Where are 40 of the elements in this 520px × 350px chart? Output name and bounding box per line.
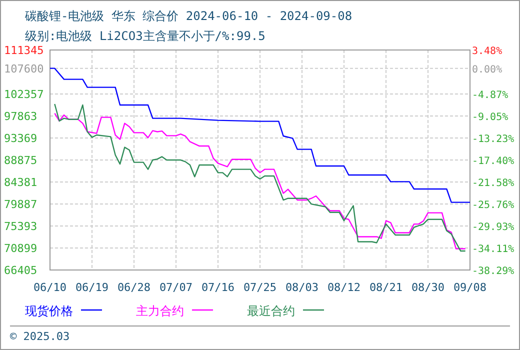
y2-tick-label: 3.48% xyxy=(472,46,502,57)
x-tick-label: 06/10 xyxy=(33,281,67,294)
chart-title: 碳酸锂-电池级 华东 综合价 2024-06-10 - 2024-09-08 xyxy=(24,9,352,23)
x-tick-label: 07/25 xyxy=(243,281,277,294)
chart-subtitle: 级别:电池级 Li2CO3主含量不小于/%:99.5 xyxy=(25,29,266,43)
x-tick-label: 08/30 xyxy=(411,281,445,294)
x-tick-label: 07/07 xyxy=(159,281,193,294)
x-tick-label: 08/03 xyxy=(285,281,319,294)
y2-tick-label: -38.29% xyxy=(472,266,514,277)
y-tick-label: 79887 xyxy=(4,198,38,211)
y-tick-label: 75393 xyxy=(4,220,38,233)
text: © 2025.03 xyxy=(10,330,70,343)
y2-tick-label: -25.76% xyxy=(472,200,514,212)
y-tick-label: 97863 xyxy=(4,110,38,123)
y2-tick-label: -4.87% xyxy=(472,90,508,101)
line-series xyxy=(49,68,471,203)
y-tick-label: 88875 xyxy=(4,154,38,167)
x-tick-label: 07/16 xyxy=(201,281,235,294)
y2-tick-label: -17.40% xyxy=(472,156,514,167)
y-tick-label: 66405 xyxy=(4,264,38,277)
y2-tick-label: 0.00% xyxy=(472,64,502,76)
x-tick-label: 06/19 xyxy=(75,281,109,294)
y2-tick-label: -21.58% xyxy=(472,178,514,189)
y2-tick-label: -13.23% xyxy=(472,134,514,146)
y-tick-label: 111345 xyxy=(4,44,44,57)
y-tick-label: 107600 xyxy=(4,62,44,76)
legend-label: 最近合约 xyxy=(247,304,295,318)
x-tick-label: 08/12 xyxy=(327,281,361,294)
y2-tick-label: -29.93% xyxy=(472,222,514,233)
x-tick-label: 06/28 xyxy=(117,281,151,294)
legend-label: 现货价格 xyxy=(25,304,73,318)
y2-tick-label: -34.11% xyxy=(472,244,514,255)
x-tick-label: 08/21 xyxy=(369,281,403,294)
legend-label: 主力合约 xyxy=(136,304,184,318)
y2-tick-label: -9.05% xyxy=(472,112,508,123)
x-tick-label: 09/08 xyxy=(453,281,487,294)
y-tick-label: 102357 xyxy=(4,88,44,101)
y-tick-label: 84381 xyxy=(4,176,38,189)
y-tick-label: 70899 xyxy=(4,242,38,255)
y-tick-label: 93369 xyxy=(4,132,38,145)
